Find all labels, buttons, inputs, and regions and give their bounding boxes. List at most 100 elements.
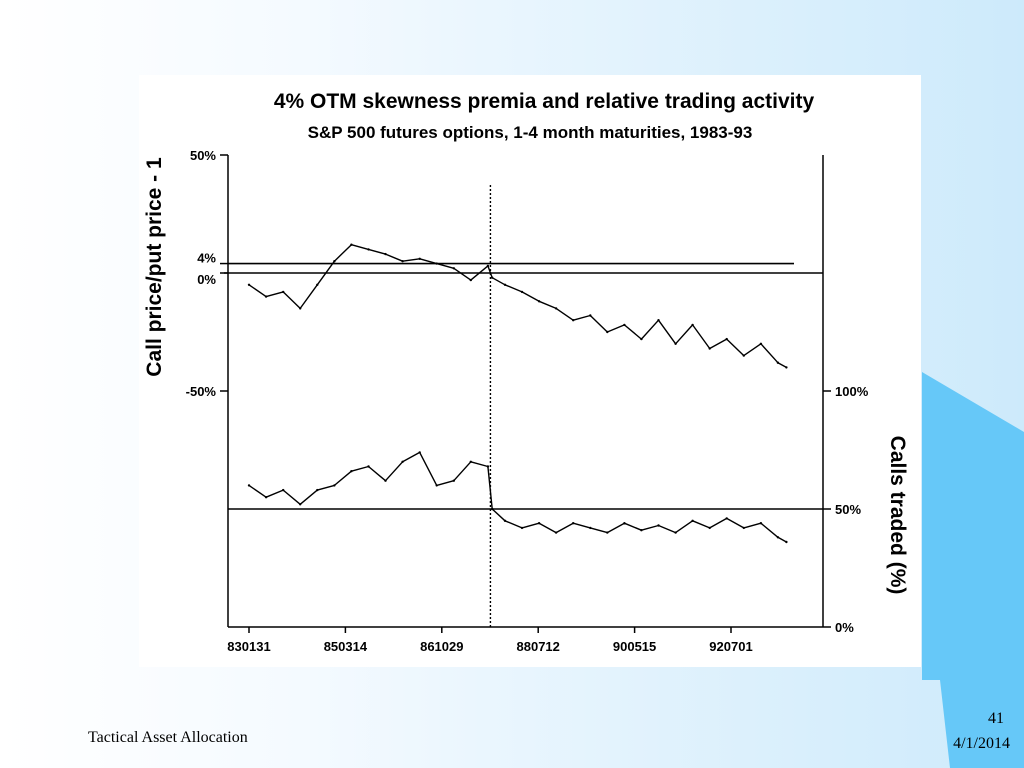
calls-traded-point	[725, 517, 728, 520]
calls-traded-point	[491, 507, 494, 511]
calls-traded-point	[282, 488, 285, 492]
x-tick-label: 830131	[227, 639, 270, 654]
left-tick-label: -50%	[186, 384, 217, 399]
calls-traded-point	[537, 522, 541, 525]
calls-traded-point	[785, 540, 788, 544]
footer-title: Tactical Asset Allocation	[88, 729, 248, 746]
calls-traded-point	[264, 496, 268, 499]
skewness-point	[401, 260, 404, 263]
plot-frame	[227, 155, 824, 628]
calls-traded-point	[452, 479, 455, 482]
right-tick-label: 100%	[835, 384, 869, 399]
skewness-point	[491, 276, 494, 279]
skewness-point	[486, 264, 490, 268]
calls-traded-point	[384, 479, 387, 482]
skewness-point	[469, 278, 472, 282]
chart-title: 4% OTM skewness premia and relative trad…	[274, 90, 815, 113]
right-tick-label: 50%	[835, 502, 861, 517]
calls-traded-point	[759, 522, 763, 525]
skewness-point	[350, 243, 353, 246]
calls-traded-point	[606, 531, 609, 534]
skewness-point	[640, 337, 643, 341]
calls-traded-point	[691, 519, 694, 522]
calls-traded-point	[503, 519, 507, 522]
x-axis-ticks: 830131 850314 861029 880712 900515 920701	[227, 627, 753, 654]
x-tick-label: 880712	[517, 639, 560, 654]
skewness-point	[299, 307, 302, 310]
skewness-point	[742, 354, 745, 357]
calls-traded-point	[589, 526, 592, 530]
calls-traded-point	[418, 451, 421, 454]
x-tick-label: 850314	[324, 639, 368, 654]
skewness-premium-line	[248, 243, 787, 369]
skewness-point	[554, 307, 558, 310]
skewness-point	[384, 252, 387, 256]
footer-date: 4/1/2014	[953, 735, 1010, 752]
skewness-point	[759, 342, 763, 345]
left-tick-label: 0%	[197, 272, 216, 287]
calls-traded-point	[401, 460, 404, 463]
skewness-point	[452, 267, 455, 270]
skewness-point	[708, 347, 711, 350]
skewness-point	[657, 319, 660, 322]
skewness-chart: 4% OTM skewness premia and relative trad…	[143, 90, 909, 654]
calls-traded-point	[469, 460, 472, 463]
calls-traded-point	[554, 531, 558, 534]
calls-traded-point	[486, 465, 490, 468]
skewness-point	[520, 290, 524, 294]
calls-traded-point	[776, 536, 780, 539]
skewness-point	[264, 295, 268, 298]
right-tick-label: 0%	[835, 620, 854, 635]
right-axis-label: Calls traded (%)	[886, 436, 909, 595]
skewness-point	[333, 260, 336, 263]
skewness-point	[367, 248, 370, 251]
calls-traded-point	[742, 526, 745, 530]
calls-traded-point	[247, 484, 251, 487]
skewness-point	[785, 366, 788, 369]
calls-traded-point	[316, 488, 319, 492]
skewness-point	[537, 300, 541, 303]
right-axis-ticks: 100% 50% 0%	[823, 384, 869, 635]
calls-traded-point	[367, 465, 370, 468]
skewness-point	[776, 361, 780, 364]
calls-traded-point	[623, 522, 626, 525]
skewness-point	[282, 290, 285, 294]
skewness-point	[623, 323, 626, 327]
calls-traded-point	[350, 470, 353, 473]
skewness-point	[606, 330, 609, 334]
calls-traded-point	[674, 531, 677, 534]
calls-traded-point	[520, 526, 524, 530]
skewness-point	[725, 337, 728, 341]
calls-traded-line	[248, 451, 787, 543]
chart-image-panel: 4% OTM skewness premia and relative trad…	[139, 75, 921, 667]
skewness-point	[316, 283, 319, 286]
chart-subtitle: S&P 500 futures options, 1-4 month matur…	[308, 123, 753, 142]
reference-lines	[224, 185, 823, 627]
x-tick-label: 861029	[420, 639, 463, 654]
skewness-point	[674, 342, 677, 345]
calls-traded-point	[572, 522, 575, 525]
corner-accent-shape	[922, 372, 1024, 768]
calls-traded-point	[708, 526, 711, 530]
left-tick-label: 50%	[190, 148, 216, 163]
skewness-point	[435, 262, 438, 265]
skewness-point	[247, 283, 251, 286]
calls-traded-point	[333, 484, 336, 487]
skewness-point	[691, 323, 694, 327]
calls-traded-point	[435, 484, 438, 487]
left-tick-label: 4%	[197, 251, 216, 266]
series-layer	[247, 243, 788, 544]
calls-traded-point	[299, 503, 302, 506]
x-tick-label: 900515	[613, 639, 656, 654]
left-axis-label: Call price/put price - 1	[143, 157, 166, 377]
skewness-point	[418, 257, 421, 260]
calls-traded-point	[657, 524, 660, 527]
x-tick-label: 920701	[709, 639, 752, 654]
skewness-point	[572, 319, 575, 322]
skewness-point	[503, 283, 507, 286]
left-axis-ticks: 50% 4% 0% -50%	[186, 148, 228, 399]
page-number: 41	[988, 710, 1004, 727]
skewness-point	[589, 314, 592, 317]
calls-traded-point	[640, 529, 643, 532]
